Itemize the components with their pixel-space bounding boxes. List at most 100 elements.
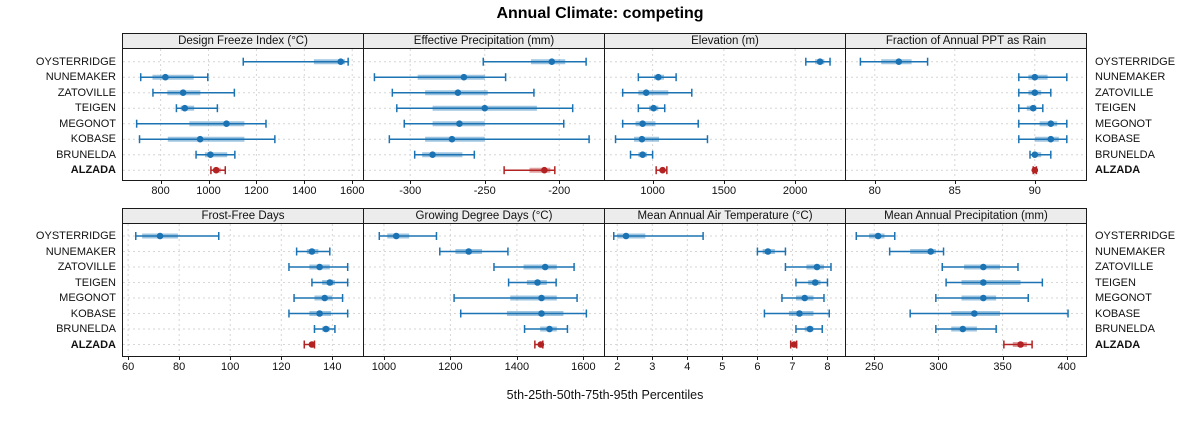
median-dot [326, 279, 334, 286]
median-dot [429, 151, 436, 158]
gridlines [605, 224, 845, 355]
axis-tick-label: 400 [1057, 361, 1076, 373]
series-brunelda [795, 325, 823, 333]
panel-header: Fraction of Annual PPT as Rain [845, 33, 1087, 49]
series-teigen [637, 104, 666, 113]
median-dot [980, 294, 987, 302]
series-alzada [789, 340, 798, 349]
axis-tick [874, 356, 876, 360]
series-zatoville [152, 88, 236, 97]
median-dot [538, 310, 545, 317]
site-label-left-megonot: MEGONOT [59, 292, 116, 304]
series-oysterridge [482, 57, 587, 66]
gridlines [364, 49, 604, 179]
axis-tick-label: 80 [868, 185, 881, 197]
median-dot [181, 104, 189, 112]
panel-plot [122, 49, 364, 181]
median-dot [308, 248, 316, 255]
series-alzada [210, 166, 227, 175]
x-axis-caption: 5th-25th-50th-75th-95th Percentiles [506, 388, 704, 402]
median-dot [179, 89, 187, 96]
axis-tick [484, 180, 486, 184]
panel-plot [604, 224, 846, 357]
series-brunelda [523, 325, 569, 333]
axis-tick-label: 6 [754, 361, 761, 373]
site-label-right-oysterridge: OYSTERRIDGE [1095, 230, 1176, 242]
axis-tick-label: 3 [649, 361, 656, 373]
median-dot [316, 263, 323, 271]
series-brunelda [629, 150, 654, 159]
panel-canvas [364, 49, 604, 179]
panel-plot [604, 49, 846, 181]
axis-tick [827, 356, 829, 360]
axis-tick [230, 356, 232, 360]
panel-plot [363, 224, 605, 357]
series-alzada [534, 340, 545, 349]
series-oysterridge [242, 57, 349, 66]
axis-tick-label: 1500 [711, 185, 737, 197]
panel-canvas [846, 49, 1086, 179]
axis-tick-label: 1600 [339, 185, 365, 197]
series-brunelda [313, 325, 336, 333]
series-oysterridge [859, 57, 929, 66]
axis-row: 2 3 4 5 6 7 8 [604, 356, 846, 374]
axis-tick-label: 2 [614, 361, 621, 373]
axis-tick-label: 120 [272, 361, 291, 373]
series-teigen [396, 104, 574, 113]
median-dot [481, 104, 489, 112]
axis-row: 250 300 350 400 [845, 356, 1087, 374]
median-dot [980, 263, 987, 271]
axis-tick-label: 100 [221, 361, 240, 373]
site-label-left-alzada: ALZADA [70, 338, 116, 351]
axis-tick [1066, 356, 1068, 360]
axis-tick-label: 1200 [244, 185, 269, 197]
median-dot [541, 263, 549, 271]
axis-tick [617, 356, 619, 360]
median-dot [337, 58, 345, 65]
median-dot [541, 166, 548, 174]
median-dot [971, 310, 978, 317]
median-dot [321, 294, 329, 302]
series-kobase [614, 135, 709, 144]
axis-tick-label: 1000 [640, 185, 665, 197]
series-oysterridge [378, 232, 438, 240]
series-oysterridge [613, 232, 704, 240]
series-alzada [655, 166, 668, 175]
axis-tick [687, 356, 689, 360]
site-label-left-zatoville: ZATOVILLE [57, 86, 116, 99]
site-label-right-oysterridge: OYSTERRIDGE [1095, 55, 1176, 68]
series-nunemaker [756, 247, 787, 256]
series-megonot [935, 294, 1029, 302]
axis-row: 80 85 90 [845, 180, 1087, 198]
axis-tick [954, 180, 956, 184]
series-zatoville [784, 263, 832, 271]
series-teigen [507, 278, 557, 287]
series-alzada [1031, 166, 1039, 175]
median-dot [811, 279, 819, 286]
site-label-left-teigen: TEIGEN [75, 276, 116, 289]
site-label-left-oysterridge: OYSTERRIDGE [35, 55, 116, 68]
gridlines [605, 49, 845, 179]
series-kobase [138, 135, 276, 144]
panel-header: Design Freeze Index (°C) [122, 33, 364, 49]
site-label-right-megonot: MEGONOT [1095, 117, 1152, 130]
median-dot [1031, 89, 1039, 96]
series-zatoville [621, 88, 693, 97]
axis-tick [652, 356, 654, 360]
median-dot [538, 294, 545, 302]
series-teigen [175, 104, 219, 113]
median-dot [801, 294, 809, 302]
median-dot [659, 166, 666, 174]
axis-tick [722, 356, 724, 360]
median-dot [980, 279, 987, 286]
site-label-left-nunemaker: NUNEMAKER [45, 71, 116, 84]
series-kobase [1018, 135, 1068, 144]
axis-tick [179, 356, 181, 360]
median-dot [548, 58, 556, 65]
panel-plot [122, 224, 364, 357]
site-label-left-megonot: MEGONOT [59, 117, 116, 130]
site-label-right-brunelda: BRUNELDA [1095, 323, 1155, 335]
axis-tick-label: 85 [948, 185, 961, 197]
axis-tick [516, 356, 518, 360]
